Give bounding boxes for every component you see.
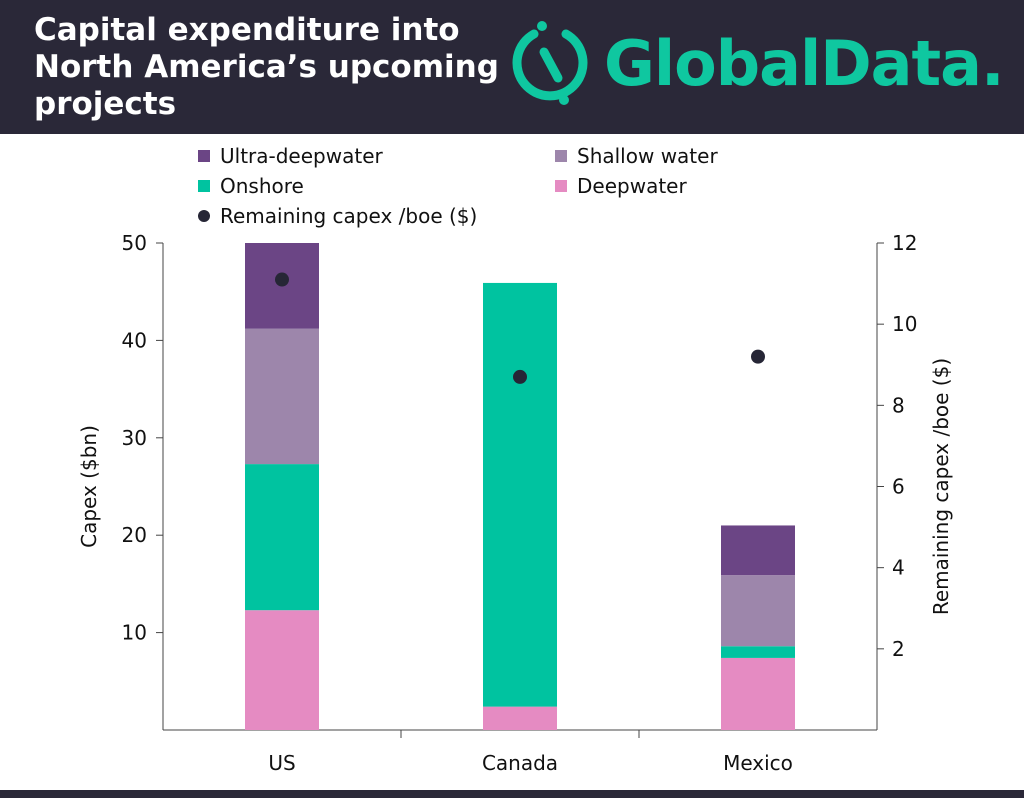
bar-shallow-water xyxy=(721,575,795,647)
y2-tick-label: 8 xyxy=(892,393,905,417)
chart-points xyxy=(275,272,765,384)
legend-label-onshore: Onshore xyxy=(220,174,304,198)
y-tick-label: 50 xyxy=(122,231,147,255)
y-tick-label: 40 xyxy=(122,328,147,352)
header-banner: Capital expenditure into North America’s… xyxy=(0,0,1024,134)
legend-swatch-shallow-water xyxy=(555,150,567,162)
legend-label-shallow-water: Shallow water xyxy=(577,144,718,168)
page-title: Capital expenditure into North America’s… xyxy=(34,12,499,122)
bar-onshore xyxy=(721,646,795,658)
y2-tick-label: 10 xyxy=(892,312,917,336)
chart-bars xyxy=(245,243,795,730)
logo-wordmark: GlobalData. xyxy=(604,27,1005,100)
y2-tick-label: 6 xyxy=(892,475,905,499)
bar-deepwater xyxy=(245,610,319,730)
y2-tick-label: 2 xyxy=(892,637,905,661)
legend-label-remaining-capex-boe: Remaining capex /boe ($) xyxy=(220,204,477,228)
legend-swatch-onshore xyxy=(198,180,210,192)
legend-swatch-deepwater xyxy=(555,180,567,192)
legend-label-ultra-deepwater: Ultra-deepwater xyxy=(220,144,383,168)
bar-shallow-water xyxy=(245,328,319,465)
bar-ultra-deepwater xyxy=(721,525,795,576)
point-remaining-capex xyxy=(275,272,289,287)
x-tick-label: Mexico xyxy=(723,751,793,775)
bar-deepwater xyxy=(483,706,557,730)
y-tick-label: 30 xyxy=(122,426,147,450)
legend-swatch-remaining-capex-boe xyxy=(198,210,210,222)
y-axis-title: Capex ($bn) xyxy=(77,425,101,548)
chart-axes: 10 20 30 40 50 2 4 6 8 10 12 US Canada Mexico Capex ($… xyxy=(77,231,953,775)
globaldata-logo-icon xyxy=(512,21,588,105)
footer-bar xyxy=(0,790,1024,798)
x-tick-label: Canada xyxy=(482,751,558,775)
y-tick-label: 10 xyxy=(122,621,147,645)
y-tick-label: 20 xyxy=(122,523,147,547)
legend-label-deepwater: Deepwater xyxy=(577,174,687,198)
bar-onshore xyxy=(245,464,319,611)
globaldata-logo: GlobalData. xyxy=(512,20,1012,110)
chart-legend: Ultra-deepwater Shallow water Onshore Deepw… xyxy=(198,144,718,228)
chart: Ultra-deepwater Shallow water Onshore Deepw… xyxy=(77,144,953,775)
point-remaining-capex xyxy=(751,349,765,364)
legend-swatch-ultra-deepwater xyxy=(198,150,210,162)
x-tick-label: US xyxy=(268,751,295,775)
point-remaining-capex xyxy=(513,369,527,384)
bar-deepwater xyxy=(721,657,795,730)
y2-axis-title: Remaining capex /boe ($) xyxy=(929,358,953,615)
y2-tick-label: 12 xyxy=(892,231,917,255)
y2-tick-label: 4 xyxy=(892,556,905,580)
bar-onshore xyxy=(483,282,557,707)
